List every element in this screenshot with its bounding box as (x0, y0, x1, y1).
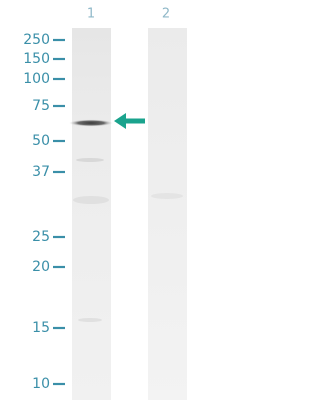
lane-label: 1 (87, 7, 95, 22)
labels: 1 2 250 150 100 75 50 37 25 20 15 10 (23, 7, 170, 393)
band (69, 119, 113, 127)
marker-label: 75 (32, 98, 50, 114)
lane-label: 2 (162, 7, 170, 22)
lane (72, 28, 111, 400)
band (151, 193, 183, 199)
marker-label: 150 (23, 51, 50, 67)
marker-label: 20 (32, 259, 50, 275)
band (76, 158, 104, 162)
marker-label: 25 (32, 229, 50, 245)
band (78, 318, 102, 322)
lane (148, 28, 187, 400)
marker-label: 10 (32, 376, 50, 392)
marker-label: 50 (32, 133, 50, 149)
arrow (114, 113, 145, 129)
marker-label: 15 (32, 320, 50, 336)
marker-label: 100 (23, 71, 50, 87)
marker-label: 250 (23, 32, 50, 48)
band (73, 196, 109, 204)
blot-image: 1 2 250 150 100 75 50 37 25 20 15 10 (23, 7, 187, 400)
marker-label: 37 (32, 164, 50, 180)
